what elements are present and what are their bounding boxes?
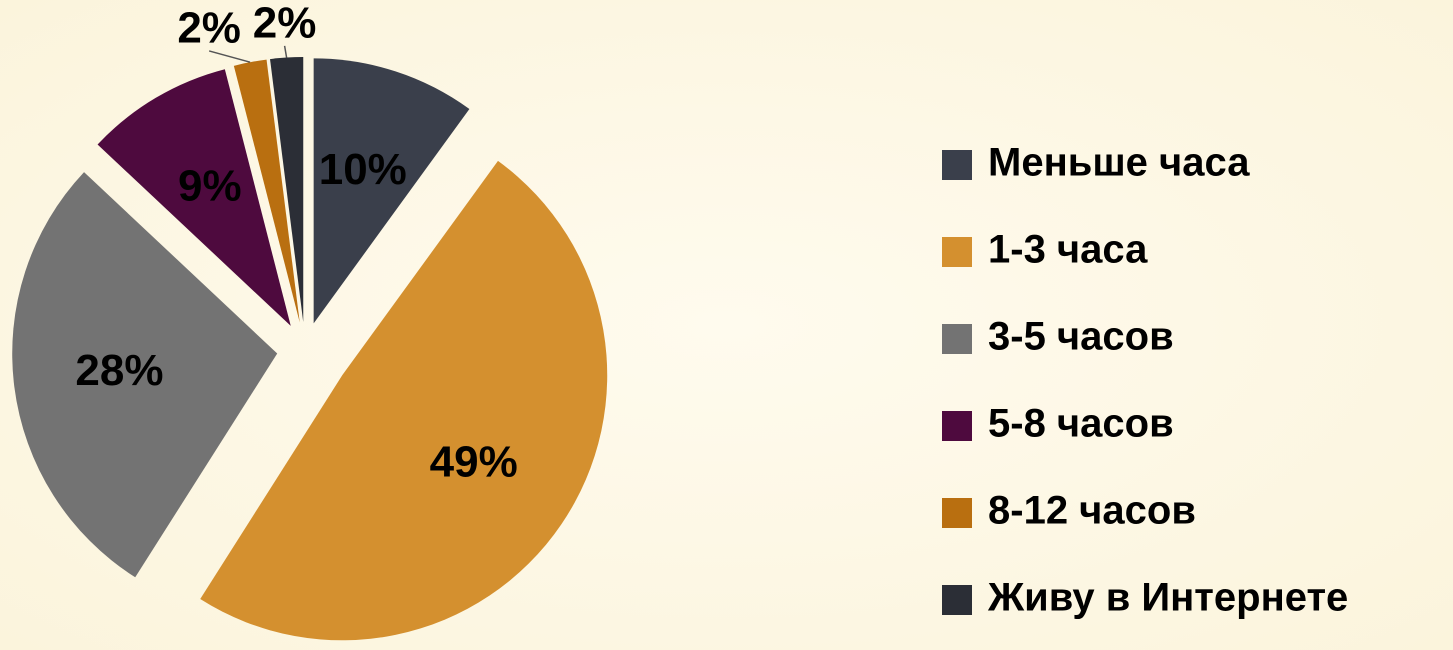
legend-label: 1-3 часа [988, 228, 1148, 272]
legend-label: 5-8 часов [988, 402, 1174, 446]
legend-label: 8-12 часов [988, 489, 1196, 533]
data-label: 10% [319, 145, 407, 194]
leader-line [283, 45, 288, 58]
legend-swatch [942, 150, 972, 180]
legend-label: Меньше часа [988, 141, 1250, 185]
legend-swatch [942, 324, 972, 354]
pie-slice [233, 59, 300, 323]
legend-swatch [942, 411, 972, 441]
legend-swatch [942, 237, 972, 267]
leader-line [208, 50, 251, 63]
data-label: 2% [177, 4, 241, 53]
legend-swatch [942, 585, 972, 615]
data-label: 49% [430, 437, 518, 486]
data-label: 2% [253, 0, 317, 47]
pie-slice [97, 69, 291, 326]
pie-slice [313, 58, 470, 324]
data-label: 28% [75, 346, 163, 395]
pie-slice [270, 57, 304, 323]
legend-label: 3-5 часов [988, 315, 1174, 359]
pie-slice [200, 160, 608, 641]
data-label: 9% [178, 162, 242, 211]
legend-label: Живу в Интернете [987, 576, 1348, 620]
legend-swatch [942, 498, 972, 528]
pie-slice [12, 172, 278, 578]
